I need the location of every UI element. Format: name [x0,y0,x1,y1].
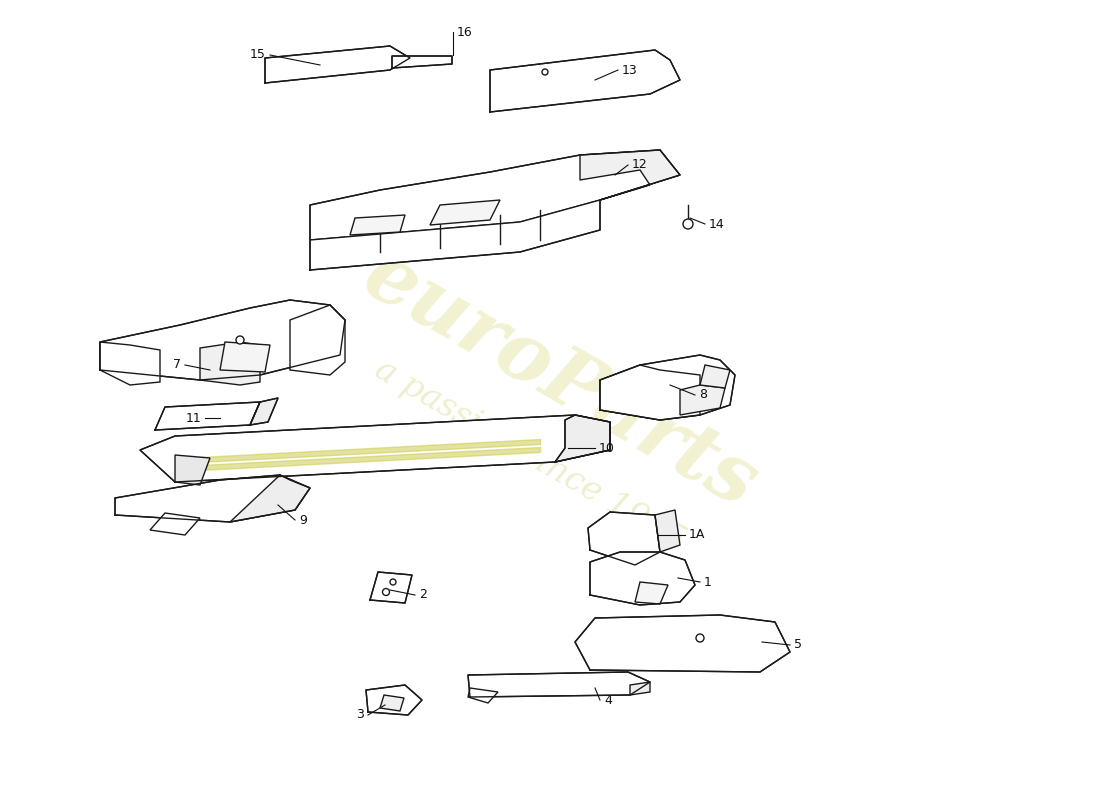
Polygon shape [366,685,422,715]
Text: 4: 4 [604,694,612,706]
Circle shape [390,579,396,585]
Text: 3: 3 [356,709,364,722]
Polygon shape [370,572,412,603]
Circle shape [236,336,244,344]
Polygon shape [590,552,695,605]
Text: 8: 8 [698,389,707,402]
Polygon shape [350,215,405,235]
Polygon shape [379,695,404,711]
Text: euroParts: euroParts [350,236,770,524]
Polygon shape [220,342,270,372]
Text: a passion since 1985: a passion since 1985 [370,353,691,557]
Polygon shape [100,342,160,385]
Polygon shape [200,342,260,385]
Polygon shape [468,688,498,703]
Polygon shape [250,398,278,425]
Text: 12: 12 [632,158,648,171]
Text: 14: 14 [710,218,725,230]
Polygon shape [630,682,650,695]
Circle shape [383,589,389,595]
Polygon shape [468,672,650,697]
Polygon shape [588,512,660,565]
Polygon shape [700,365,730,388]
Polygon shape [116,475,310,522]
Circle shape [683,219,693,229]
Text: 5: 5 [794,638,802,651]
Text: 9: 9 [299,514,307,526]
Circle shape [542,69,548,75]
Text: 16: 16 [456,26,473,38]
Polygon shape [392,56,452,68]
Polygon shape [430,200,500,225]
Polygon shape [140,415,610,482]
Polygon shape [580,150,680,200]
Text: 11: 11 [185,411,201,425]
Polygon shape [310,150,680,240]
Polygon shape [155,402,260,430]
Text: 10: 10 [600,442,615,454]
Text: 15: 15 [250,49,266,62]
Polygon shape [556,415,610,462]
Polygon shape [290,305,345,375]
Text: 7: 7 [173,358,182,371]
Polygon shape [230,475,310,522]
Polygon shape [265,46,410,83]
Polygon shape [600,355,735,420]
Polygon shape [654,510,680,552]
Polygon shape [150,513,200,535]
Polygon shape [175,455,210,485]
Polygon shape [490,50,680,112]
Polygon shape [600,365,700,420]
Circle shape [696,634,704,642]
Polygon shape [100,300,345,380]
Text: 1: 1 [704,575,712,589]
Polygon shape [310,200,600,270]
Text: 1A: 1A [689,529,705,542]
Polygon shape [575,615,790,672]
Polygon shape [680,385,725,415]
Text: 2: 2 [419,589,427,602]
Polygon shape [635,582,668,604]
Text: 13: 13 [621,63,638,77]
